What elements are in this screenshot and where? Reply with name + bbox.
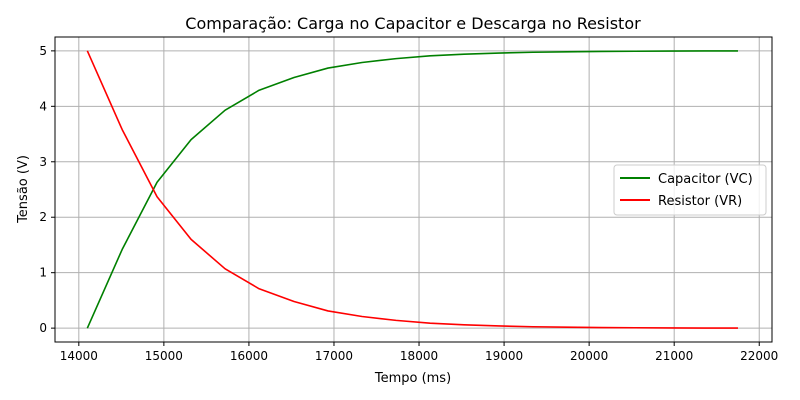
x-tick-label: 19000	[485, 349, 523, 363]
y-tick-label: 2	[39, 210, 47, 224]
legend-box	[613, 164, 767, 216]
x-tick-label: 18000	[400, 349, 438, 363]
x-tick-label: 20000	[570, 349, 608, 363]
x-tick-label: 22000	[740, 349, 778, 363]
y-tick-label: 5	[39, 44, 47, 58]
chart-title: Comparação: Carga no Capacitor e Descarg…	[185, 14, 641, 33]
y-tick-label: 4	[39, 99, 47, 113]
y-axis: 0 1 2 3 4 5	[39, 44, 55, 335]
x-tick-label: 21000	[655, 349, 693, 363]
plot-frame	[54, 36, 773, 343]
y-tick-label: 0	[39, 321, 47, 335]
series-line-resistor	[86, 50, 738, 329]
series-line-capacitor	[86, 50, 738, 329]
legend-label-capacitor: Capacitor (VC)	[658, 172, 753, 187]
x-tick-label: 16000	[230, 349, 268, 363]
x-tick-label: 17000	[315, 349, 353, 363]
x-tick-label: 14000	[60, 349, 98, 363]
series-layer	[86, 50, 738, 329]
y-tick-label: 1	[39, 266, 47, 280]
x-tick-label: 15000	[145, 349, 183, 363]
legend: Capacitor (VC) Resistor (VR)	[613, 164, 767, 216]
y-axis-label: Tensão (V)	[16, 155, 31, 224]
x-axis-label: Tempo (ms)	[374, 371, 451, 386]
legend-label-resistor: Resistor (VR)	[658, 194, 742, 209]
x-axis: 14000 15000 16000 17000 18000 19000 20000 21000…	[60, 342, 778, 363]
y-tick-label: 3	[39, 155, 47, 169]
